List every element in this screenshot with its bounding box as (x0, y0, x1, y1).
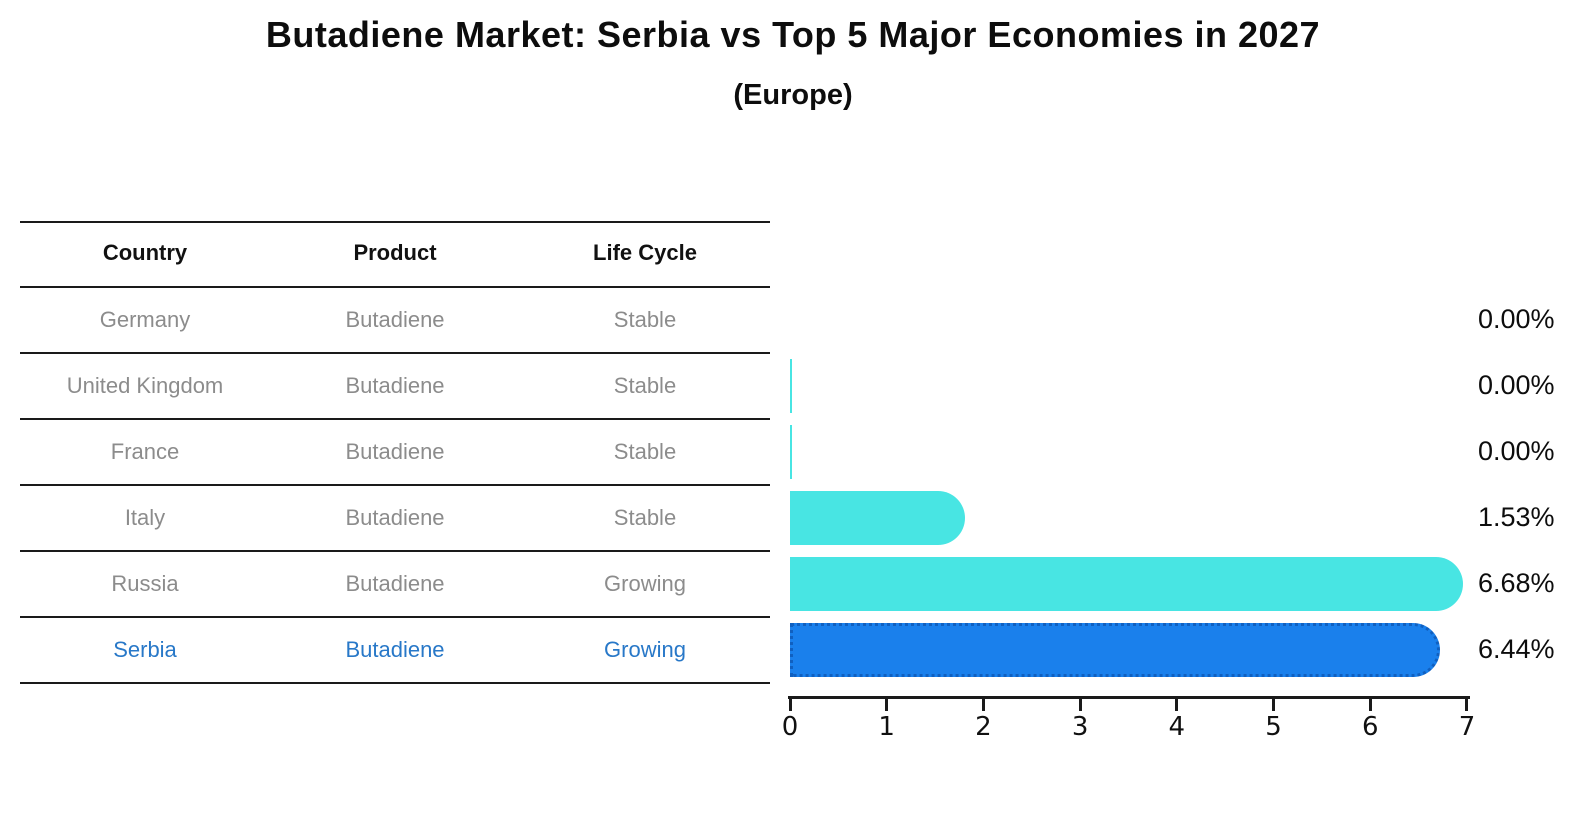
table-cell-product: Butadiene (345, 505, 445, 530)
value-label: 0.00% (1478, 370, 1555, 400)
table-row-divider (20, 286, 770, 288)
bar-russia (790, 557, 1464, 611)
table-row-divider (20, 616, 770, 618)
table-row-divider (20, 484, 770, 486)
table-cell-product: Butadiene (345, 439, 445, 464)
table-cell-country: Russia (111, 571, 179, 596)
table-cell-country: Serbia (113, 637, 177, 662)
x-axis-line (788, 696, 1470, 699)
x-axis-tick-label: 0 (781, 712, 799, 742)
table-cell-life_cycle: Growing (604, 637, 686, 662)
x-axis-tick-label: 4 (1168, 712, 1186, 742)
x-axis-tick (1078, 699, 1082, 711)
table-row-divider (20, 352, 770, 354)
bar-united-kingdom (790, 359, 792, 413)
table-cell-country: Italy (124, 505, 166, 530)
table-row-divider (20, 682, 770, 684)
table-cell-product: Butadiene (345, 571, 445, 596)
table-row-divider (20, 418, 770, 420)
bar-italy (790, 491, 965, 545)
x-axis-tick-label: 1 (878, 712, 895, 742)
x-axis-tick (1368, 699, 1372, 711)
chart-title: Butadiene Market: Serbia vs Top 5 Major … (265, 14, 1321, 55)
x-axis-tick-label: 3 (1071, 712, 1089, 742)
value-label: 1.53% (1478, 502, 1555, 532)
table-cell-product: Butadiene (345, 637, 445, 662)
x-axis-tick (788, 699, 792, 711)
x-axis-tick (1272, 699, 1276, 711)
table-cell-product: Butadiene (345, 373, 445, 398)
table-cell-product: Butadiene (345, 307, 445, 332)
table-header-product: Product (353, 240, 437, 265)
table-row-divider (20, 550, 770, 552)
table-header-life_cycle: Life Cycle (593, 240, 697, 265)
chart-subtitle: (Europe) (733, 79, 853, 111)
x-axis-tick-label: 6 (1361, 712, 1379, 742)
value-label: 6.44% (1478, 634, 1555, 664)
table-cell-country: Germany (99, 307, 191, 332)
x-axis-tick (1175, 699, 1179, 711)
table-cell-life_cycle: Stable (613, 439, 677, 464)
table-header-country: Country (102, 240, 188, 265)
table-row-divider (20, 221, 770, 223)
table-cell-life_cycle: Stable (613, 373, 677, 398)
x-axis-tick-label: 7 (1458, 712, 1476, 742)
value-label: 0.00% (1478, 436, 1555, 466)
table-cell-life_cycle: Stable (613, 505, 677, 530)
x-axis-tick (1465, 699, 1469, 711)
x-axis-tick-label: 5 (1265, 712, 1282, 742)
table-cell-country: United Kingdom (66, 373, 224, 398)
bar-france (790, 425, 792, 479)
value-label: 6.68% (1478, 568, 1555, 598)
x-axis-tick-label: 2 (975, 712, 992, 742)
table-cell-life_cycle: Stable (613, 307, 677, 332)
x-axis-tick (981, 699, 985, 711)
x-axis-tick (885, 699, 889, 711)
table-cell-country: France (110, 439, 180, 464)
table-cell-life_cycle: Growing (604, 571, 686, 596)
value-label: 0.00% (1478, 304, 1555, 334)
bar-highlight-serbia (790, 623, 1440, 677)
